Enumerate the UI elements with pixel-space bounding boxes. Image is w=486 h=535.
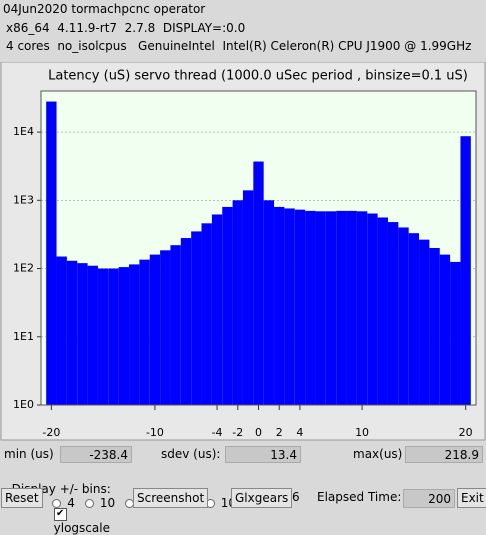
y-tick-label: 1E1 (13, 330, 34, 343)
chart: Latency (uS) servo thread (1000.0 uSec p… (0, 62, 486, 441)
radio-label: 4 (67, 496, 75, 510)
bins-radio[interactable]: 4 (52, 496, 75, 510)
bar (356, 211, 368, 405)
x-tick-label: -10 (146, 426, 164, 439)
screenshot-button[interactable]: Screenshot (133, 488, 209, 508)
x-tick-label: 2 (276, 426, 283, 439)
max-label: max(us) (353, 447, 403, 461)
bar (66, 260, 78, 405)
x-tick-label: 20 (459, 426, 473, 439)
bar (398, 227, 409, 405)
radio-dot[interactable] (84, 499, 94, 508)
bar (180, 238, 192, 405)
exit-button[interactable]: Exit (457, 488, 486, 508)
bar (211, 214, 223, 405)
checkbox-box[interactable]: ✔ (53, 508, 67, 521)
bar (56, 256, 67, 405)
y-tick-label: 1E0 (13, 398, 34, 411)
bar (450, 261, 461, 405)
bar (346, 210, 357, 405)
bar (108, 268, 119, 405)
bar (201, 223, 212, 405)
bar (139, 259, 150, 405)
bar (460, 136, 471, 405)
reset-button[interactable]: Reset (1, 488, 43, 508)
ylogscale-checkbox[interactable]: ✔ ylogscale (46, 490, 110, 535)
bar (242, 190, 254, 405)
bar (77, 263, 88, 405)
bar (315, 211, 326, 405)
bar (87, 265, 98, 405)
y-tick-label: 1E2 (13, 262, 34, 275)
elapsed-value: 200 (403, 489, 455, 508)
bar (377, 217, 388, 405)
bar (129, 264, 140, 405)
bar (325, 211, 337, 405)
radio-dot[interactable] (52, 499, 62, 508)
bar (160, 250, 171, 405)
bar (284, 208, 295, 405)
min-label: min (us) (4, 447, 54, 461)
y-tick-label: 1E4 (13, 125, 34, 138)
x-tick-label: -4 (212, 426, 223, 439)
bar (419, 239, 430, 405)
header-line: x86_64 4.11.9-rt7 2.7.8 DISPLAY=:0.0 (6, 21, 246, 35)
bar (336, 210, 347, 405)
bar (439, 254, 451, 405)
glxgears-count: 6 (292, 490, 300, 504)
bar (408, 233, 420, 405)
glxgears-button[interactable]: Glxgears (231, 488, 293, 508)
plot-frame (40, 90, 477, 406)
x-tick-label: 10 (355, 426, 369, 439)
bar (149, 254, 161, 405)
header-line: 04Jun2020 tormachpcnc operator (3, 2, 206, 16)
bar (118, 267, 130, 405)
elapsed-label: Elapsed Time: (317, 490, 402, 504)
ylogscale-label: ylogscale (53, 521, 110, 535)
bar (367, 213, 378, 405)
bar (97, 268, 109, 405)
bar (429, 248, 440, 405)
x-tick-label: -2 (232, 426, 243, 439)
bins-radio[interactable]: 10 (84, 496, 116, 510)
bar (387, 222, 399, 405)
bar (305, 210, 316, 405)
y-tick-label: 1E3 (13, 193, 34, 206)
min-value: -238.4 (60, 446, 132, 463)
x-tick-label: 0 (255, 426, 262, 439)
bar (263, 200, 275, 405)
header-line: 4 cores no_isolcpus GenuineIntel Intel(R… (6, 39, 472, 53)
bar (294, 209, 306, 405)
bar (191, 231, 202, 405)
bar (170, 245, 181, 405)
bar (232, 200, 243, 405)
chart-title: Latency (uS) servo thread (1000.0 uSec p… (48, 69, 468, 84)
x-tick-label: -20 (42, 426, 60, 439)
bar (274, 206, 285, 405)
sdev-label: sdev (us): (161, 447, 221, 461)
bar (46, 101, 57, 406)
radio-label: 10 (99, 496, 116, 510)
bar (222, 206, 233, 405)
bar (253, 161, 264, 405)
max-value: 218.9 (405, 446, 483, 463)
sdev-value: 13.4 (225, 446, 301, 463)
x-tick-label: 4 (296, 426, 303, 439)
